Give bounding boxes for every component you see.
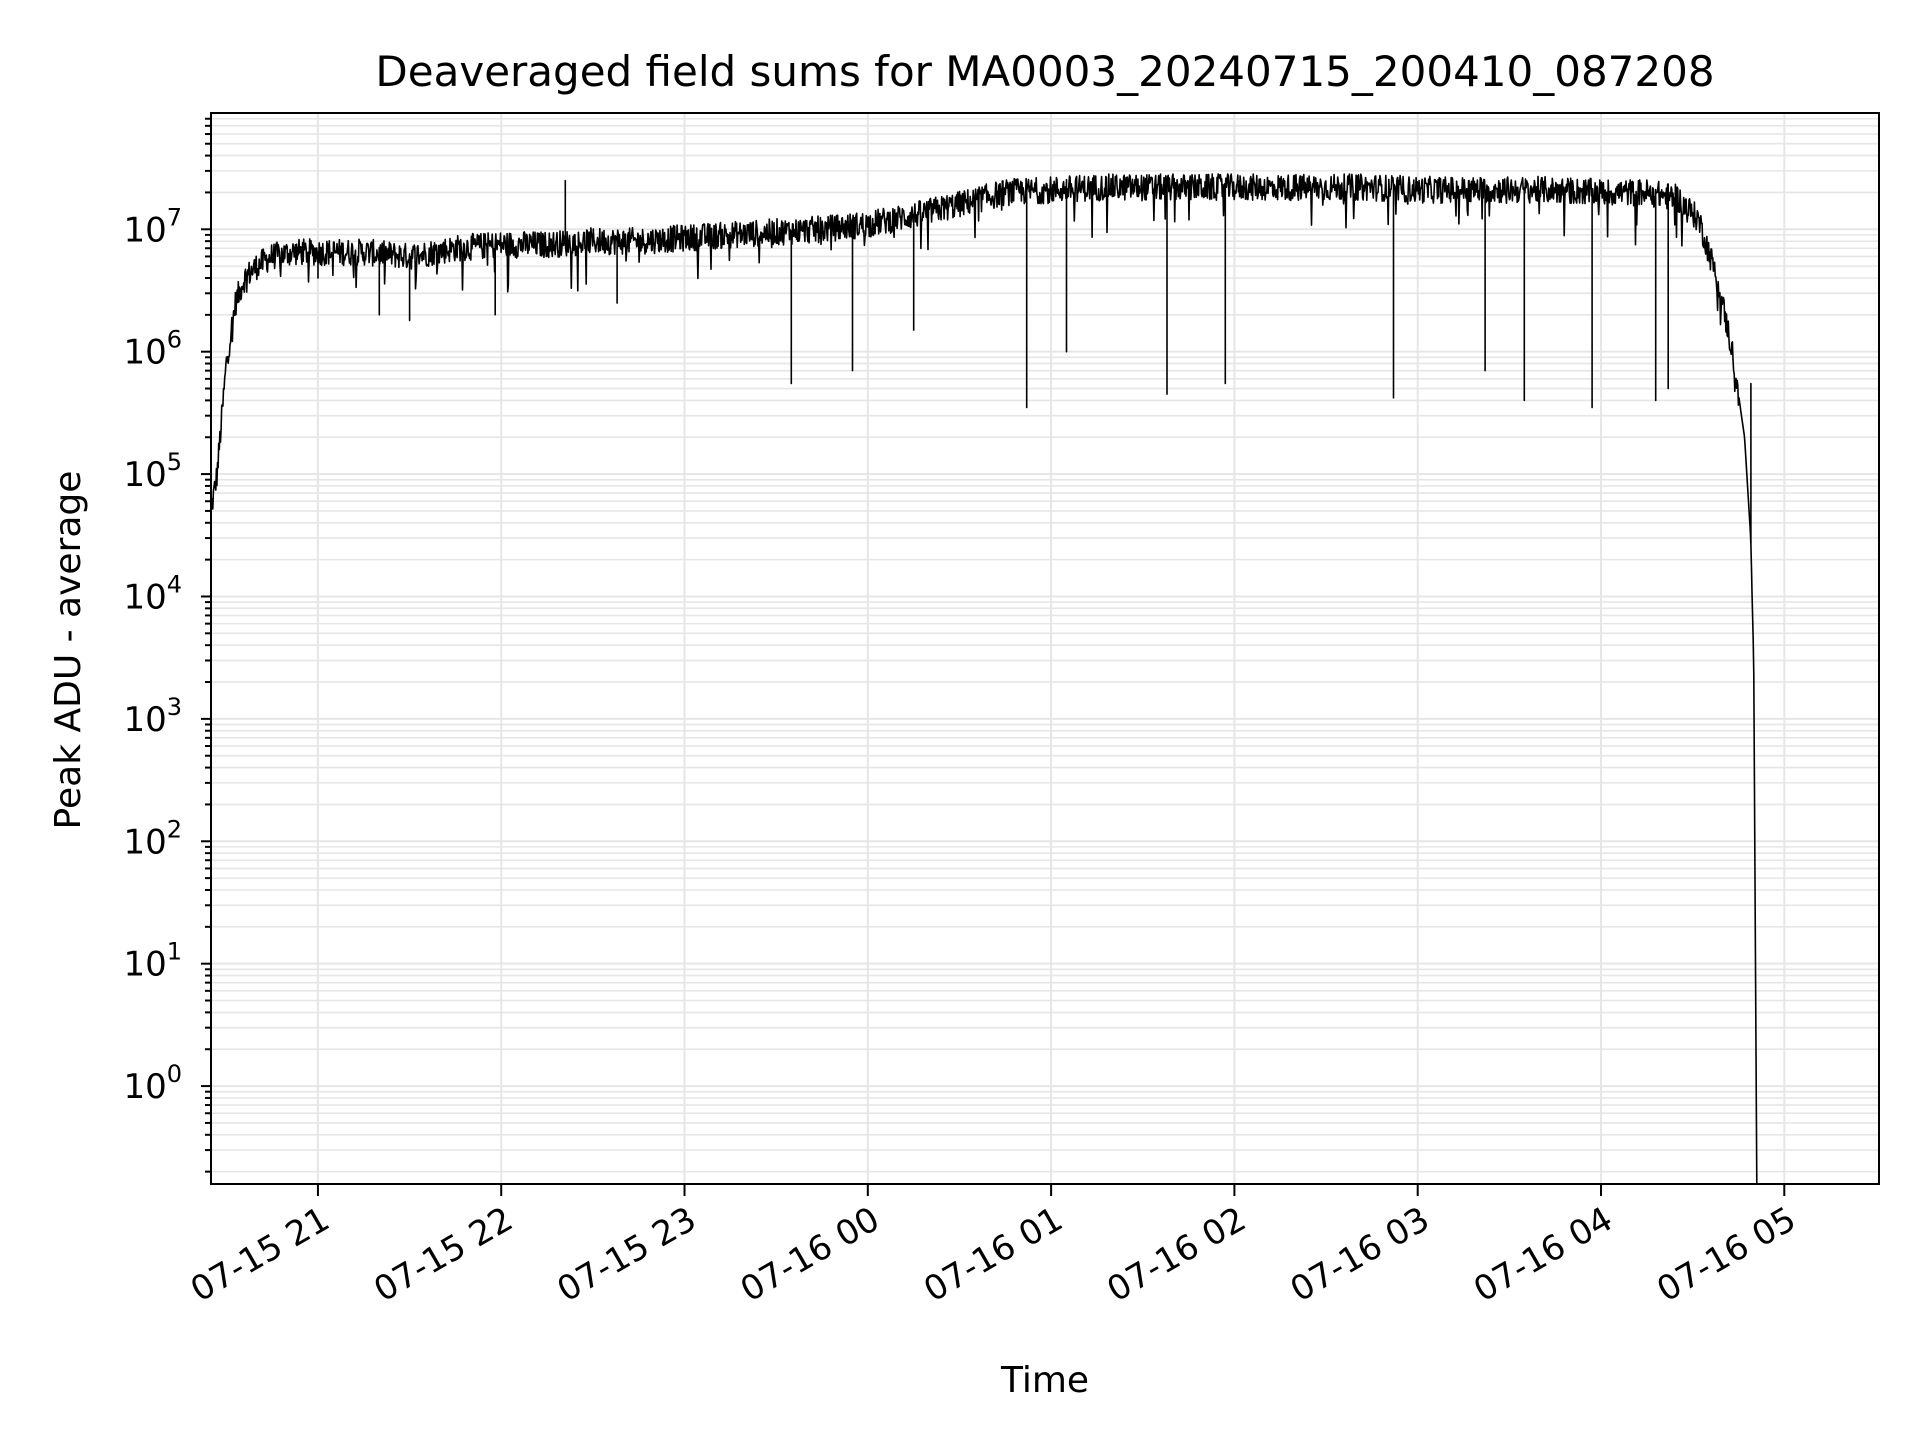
- y-tick-label: 102: [123, 815, 182, 862]
- x-axis-label: Time: [1000, 1360, 1089, 1401]
- series-layer: [210, 173, 1758, 1185]
- y-axis-label: Peak ADU - average: [48, 471, 89, 830]
- grid: [211, 113, 1879, 1184]
- y-axis: 100 101 102 103 104 105 106 107: [123, 117, 211, 1173]
- y-tick-label: 103: [123, 693, 182, 740]
- series-line: [210, 173, 1758, 1185]
- y-tick-label: 105: [123, 448, 182, 495]
- y-tick-label: 106: [123, 326, 182, 373]
- y-tick-label: 101: [123, 938, 182, 985]
- chart-title: Deaveraged field sums for MA0003_2024071…: [375, 47, 1714, 96]
- plot-frame: [210, 112, 1880, 1185]
- y-tick-label: 104: [123, 570, 182, 617]
- y-tick-label: 100: [123, 1060, 182, 1107]
- y-tick-label: 107: [123, 203, 182, 250]
